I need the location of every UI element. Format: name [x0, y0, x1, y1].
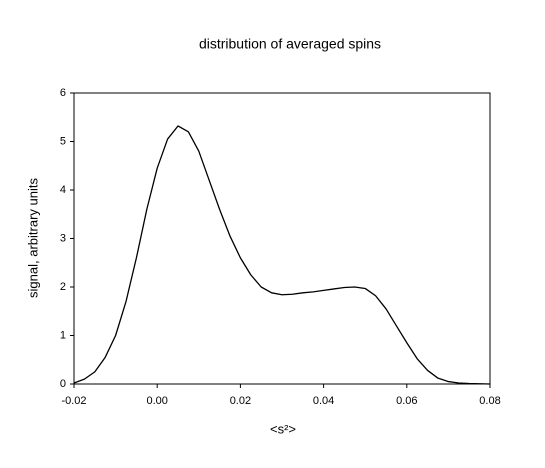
x-tick-label: 0.08: [479, 395, 500, 407]
y-tick-label: 6: [60, 87, 66, 99]
line-series: [73, 125, 491, 385]
x-tick-label: 0.04: [313, 395, 334, 407]
y-tick-label: 4: [60, 184, 66, 196]
plot-frame: [73, 92, 491, 385]
x-axis-label: <s²>: [270, 421, 296, 436]
y-tick-label: 2: [60, 281, 66, 293]
y-tick-label: 3: [60, 232, 66, 244]
y-tick-label: 1: [60, 329, 66, 341]
chart-title: distribution of averaged spins: [199, 36, 381, 52]
y-tick-label: 5: [60, 135, 66, 147]
x-tick-label: 0.06: [396, 395, 417, 407]
y-axis-label: signal, arbitrary units: [25, 178, 40, 298]
x-tick-label: 0.02: [230, 395, 251, 407]
x-tick-label: -0.02: [61, 395, 86, 407]
x-tick-label: 0.00: [146, 395, 167, 407]
y-tick-label: 0: [60, 378, 66, 390]
